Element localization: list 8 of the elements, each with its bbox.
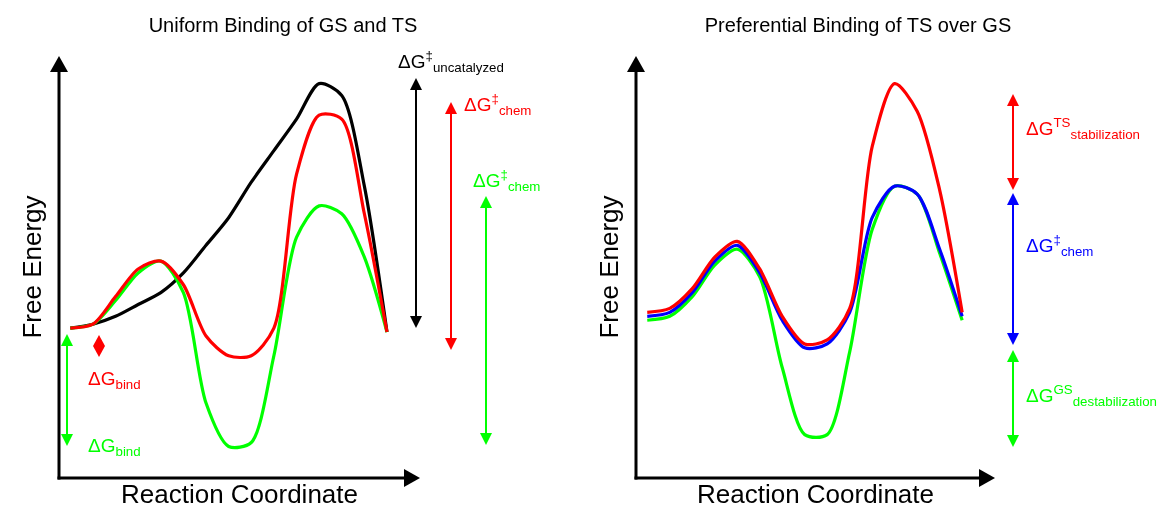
x-axis-title: Reaction Coordinate — [120, 478, 359, 509]
y-axis-title: Free Energy — [17, 195, 48, 339]
chart-title: Uniform Binding of GS and TS — [148, 14, 418, 36]
chart-title: Preferential Binding of TS over GS — [704, 14, 1012, 36]
annotation: ΔG$_{bind}$ — [88, 435, 141, 459]
y-axis-title: Free Energy — [594, 195, 625, 339]
annotation: ΔG$_{bind}$ — [88, 368, 141, 392]
x-axis-title: Reaction Coordinate — [696, 478, 935, 509]
